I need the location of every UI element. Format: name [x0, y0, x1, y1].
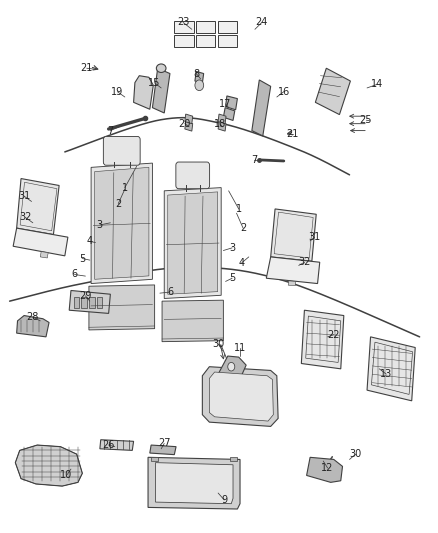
Polygon shape: [367, 337, 415, 401]
Text: 2: 2: [115, 199, 121, 208]
Polygon shape: [15, 445, 82, 486]
Polygon shape: [271, 209, 316, 261]
Bar: [97, 297, 102, 308]
Polygon shape: [266, 257, 320, 284]
Polygon shape: [134, 76, 153, 109]
Polygon shape: [69, 290, 110, 313]
Text: 4: 4: [87, 237, 93, 246]
Polygon shape: [226, 96, 237, 110]
Polygon shape: [209, 372, 273, 421]
Bar: [174, 35, 194, 47]
Ellipse shape: [156, 64, 166, 72]
Text: 7: 7: [251, 155, 257, 165]
Polygon shape: [17, 316, 49, 337]
Circle shape: [195, 80, 204, 91]
Text: 27: 27: [158, 439, 170, 448]
Polygon shape: [40, 252, 48, 258]
Circle shape: [228, 362, 235, 371]
Bar: [174, 21, 194, 33]
Text: 4: 4: [239, 258, 245, 268]
Polygon shape: [150, 445, 176, 455]
Polygon shape: [100, 440, 134, 450]
Polygon shape: [202, 367, 278, 426]
Text: 15: 15: [148, 78, 160, 87]
Bar: [218, 21, 237, 33]
Text: 31: 31: [308, 232, 321, 242]
Polygon shape: [218, 114, 226, 124]
Text: 21: 21: [81, 63, 93, 73]
Text: 19: 19: [111, 87, 124, 96]
Polygon shape: [17, 179, 59, 235]
Polygon shape: [155, 463, 233, 504]
Text: 1: 1: [122, 183, 128, 192]
Text: 25: 25: [360, 115, 372, 125]
Bar: [151, 457, 158, 461]
Polygon shape: [307, 457, 343, 482]
Polygon shape: [95, 167, 149, 279]
Text: 20: 20: [179, 119, 191, 128]
Polygon shape: [185, 122, 193, 131]
Text: 5: 5: [229, 273, 235, 283]
Text: 1: 1: [236, 204, 242, 214]
Bar: [230, 457, 237, 461]
Text: 21: 21: [286, 130, 299, 139]
Text: 6: 6: [167, 287, 173, 297]
Text: 12: 12: [321, 463, 334, 473]
Text: 16: 16: [278, 87, 290, 96]
Polygon shape: [91, 163, 152, 284]
Polygon shape: [13, 228, 68, 256]
Text: 10: 10: [60, 471, 73, 480]
Text: 23: 23: [177, 18, 189, 27]
Text: 8: 8: [193, 69, 199, 78]
Bar: [81, 297, 87, 308]
Text: 13: 13: [380, 369, 392, 379]
Polygon shape: [288, 281, 296, 286]
Text: 32: 32: [298, 257, 311, 267]
Polygon shape: [223, 108, 235, 120]
Bar: [218, 35, 237, 47]
Text: 7: 7: [107, 126, 113, 135]
Polygon shape: [252, 80, 271, 136]
Bar: [89, 297, 95, 308]
Text: 22: 22: [328, 330, 340, 340]
Text: 29: 29: [79, 291, 92, 301]
Polygon shape: [164, 188, 221, 298]
Text: 6: 6: [71, 270, 78, 279]
Bar: [74, 297, 79, 308]
Polygon shape: [185, 114, 193, 124]
Text: 9: 9: [221, 495, 227, 505]
Bar: [196, 21, 215, 33]
Text: 30: 30: [350, 449, 362, 459]
Text: 5: 5: [79, 254, 85, 263]
Text: 30: 30: [212, 339, 224, 349]
Text: 31: 31: [18, 191, 30, 201]
FancyBboxPatch shape: [176, 162, 209, 189]
Text: 28: 28: [27, 312, 39, 322]
Text: 14: 14: [371, 79, 384, 89]
Polygon shape: [162, 300, 223, 342]
Text: 2: 2: [240, 223, 246, 233]
Bar: [196, 35, 215, 47]
Polygon shape: [218, 356, 246, 385]
Polygon shape: [148, 457, 240, 509]
Polygon shape: [89, 285, 155, 330]
Polygon shape: [315, 68, 350, 115]
FancyBboxPatch shape: [103, 136, 140, 165]
Polygon shape: [218, 122, 226, 131]
Text: 11: 11: [234, 343, 246, 352]
Polygon shape: [195, 71, 204, 83]
Polygon shape: [152, 68, 170, 113]
Text: 17: 17: [219, 99, 232, 109]
Text: 3: 3: [97, 220, 103, 230]
Text: 32: 32: [19, 213, 32, 222]
Text: 24: 24: [256, 18, 268, 27]
Polygon shape: [301, 310, 344, 369]
Text: 18: 18: [214, 119, 226, 128]
Polygon shape: [168, 192, 218, 294]
Text: 26: 26: [102, 440, 115, 450]
Text: 3: 3: [229, 243, 235, 253]
